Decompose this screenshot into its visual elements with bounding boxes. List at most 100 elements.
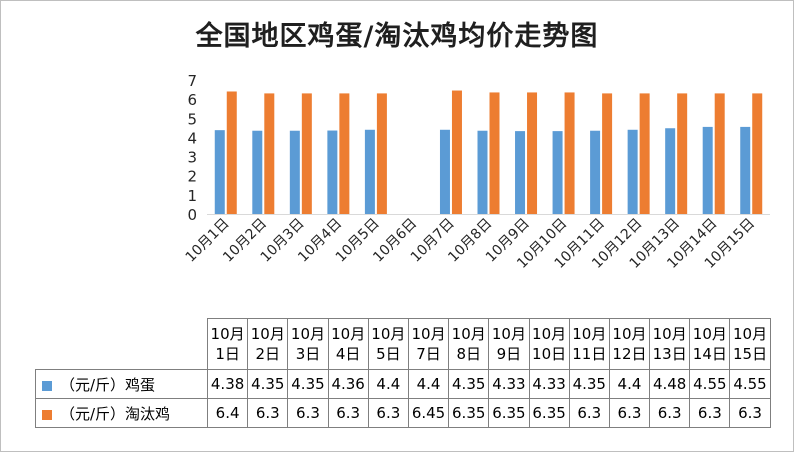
y-tick-label: 2 xyxy=(187,168,197,186)
table-header-line: 10月 xyxy=(451,325,486,343)
table-cell: 4.4 xyxy=(407,369,450,399)
table-header-line: 14日 xyxy=(692,345,727,363)
table-header-line: 10月 xyxy=(692,325,727,343)
table-header-cell: 10月 8日 xyxy=(448,318,490,370)
bar-egg xyxy=(702,126,713,214)
y-tick-label: 6 xyxy=(187,91,197,109)
table-cell: 6.3 xyxy=(608,398,651,428)
table-cell: 4.4 xyxy=(608,369,651,399)
table-header-line: 10月 xyxy=(210,325,245,343)
bar-chart-plot: 0123456710月1日10月2日10月3日10月4日10月5日10月6日10… xyxy=(183,72,770,272)
table-header-cell: 10月 11日 xyxy=(568,318,610,370)
table-cell: 6.35 xyxy=(528,398,570,428)
table-cell: 6.3 xyxy=(568,398,610,428)
bar-hen xyxy=(451,90,462,214)
bar-hen xyxy=(339,93,350,214)
bar-egg xyxy=(665,128,676,214)
table-header-cell: 10月 2日 xyxy=(247,318,289,370)
table-header-cell: 10月 7日 xyxy=(407,318,450,370)
bar-hen xyxy=(677,93,688,214)
table-cell: 4.55 xyxy=(689,369,731,399)
table-header-line: 10日 xyxy=(532,345,567,363)
table-header-line: 7日 xyxy=(416,345,441,363)
table-row: （元/斤）淘汰鸡 6.4 6.3 6.3 6.3 6.3 6.45 6.35 6.35 6.35 6… xyxy=(35,398,771,428)
bar-egg xyxy=(552,131,563,214)
table-header-line: 8日 xyxy=(456,345,481,363)
table-header-line: 12日 xyxy=(612,345,647,363)
bar-hen xyxy=(602,93,613,214)
data-table: 10月 1日 10月 2日 10月 3日 10月 4日 10月 5日 10月 7日 10月 8日 10月 9日… xyxy=(35,318,771,428)
table-cell: 4.35 xyxy=(568,369,610,399)
table-header-line: 10月 xyxy=(612,325,647,343)
table-header-cell: 10月 1日 xyxy=(206,318,249,370)
bar-egg xyxy=(252,130,263,214)
table-header-line: 5日 xyxy=(376,345,401,363)
table-corner xyxy=(35,318,208,370)
bar-hen xyxy=(226,91,237,214)
table-header-cell: 10月 5日 xyxy=(367,318,409,370)
table-header-cell: 10月 4日 xyxy=(327,318,369,370)
table-cell: 4.35 xyxy=(448,369,490,399)
table-header-line: 10月 xyxy=(491,325,526,343)
y-tick-label: 7 xyxy=(187,72,197,90)
y-tick-label: 3 xyxy=(187,149,197,167)
table-header-line: 1日 xyxy=(215,345,240,363)
table-cell: 4.38 xyxy=(206,369,249,399)
bar-egg xyxy=(515,131,526,214)
table-cell: 6.3 xyxy=(689,398,731,428)
table-header-cell: 10月 12日 xyxy=(608,318,651,370)
bar-egg xyxy=(627,129,638,214)
table-cell: 4.35 xyxy=(247,369,289,399)
legend-swatch xyxy=(42,380,52,391)
table-header-line: 10月 xyxy=(732,325,768,343)
series-label: （元/斤）鸡蛋 xyxy=(60,375,156,394)
table-cell: 6.35 xyxy=(448,398,490,428)
legend-swatch xyxy=(42,409,52,420)
bar-hen xyxy=(264,93,275,214)
bar-egg xyxy=(289,130,300,214)
bar-hen xyxy=(301,93,312,214)
table-header-line: 2日 xyxy=(255,345,281,363)
table-cell: 6.35 xyxy=(488,398,530,428)
table-cell: 4.33 xyxy=(528,369,570,399)
table-header-line: 10月 xyxy=(250,325,285,343)
table-header-row: 10月 1日 10月 2日 10月 3日 10月 4日 10月 5日 10月 7日 10月 8日 10月 9日… xyxy=(35,318,771,370)
bar-egg xyxy=(364,129,375,214)
table-header-line: 10月 xyxy=(532,325,567,343)
table-cell: 6.3 xyxy=(287,398,329,428)
table-header-line: 13日 xyxy=(652,345,687,363)
table-row: （元/斤）鸡蛋 4.38 4.35 4.35 4.36 4.4 4.4 4.35 4.33 4.3… xyxy=(35,369,771,399)
y-tick-label: 4 xyxy=(187,129,197,147)
table-header-cell: 10月 9日 xyxy=(488,318,530,370)
table-header-cell: 10月 15日 xyxy=(729,318,771,370)
table-cell: 6.45 xyxy=(407,398,450,428)
table-header-cell: 10月 3日 xyxy=(287,318,329,370)
chart-title: 全国地区鸡蛋/淘汰鸡均价走势图 xyxy=(195,21,599,52)
table-cell: 4.33 xyxy=(488,369,530,399)
bar-hen xyxy=(714,93,725,214)
table-header-cell: 10月 14日 xyxy=(689,318,731,370)
table-header-line: 10月 xyxy=(371,325,406,343)
table-header-line: 11日 xyxy=(572,345,607,363)
bar-hen xyxy=(639,93,650,214)
series-label-cell: （元/斤）鸡蛋 xyxy=(35,369,208,399)
bar-egg xyxy=(590,130,601,214)
table-header-line: 15日 xyxy=(732,345,768,363)
bar-hen xyxy=(376,93,387,214)
y-tick-label: 1 xyxy=(187,187,197,205)
table-cell: 4.35 xyxy=(287,369,329,399)
table-header-line: 10月 xyxy=(331,325,366,343)
bar-hen xyxy=(527,92,538,214)
series-label-cell: （元/斤）淘汰鸡 xyxy=(35,398,208,428)
table-cell: 6.3 xyxy=(247,398,289,428)
table-cell: 6.4 xyxy=(206,398,249,428)
table-header-cell: 10月 10日 xyxy=(528,318,570,370)
table-cell: 4.36 xyxy=(327,369,369,399)
table-header-line: 10月 xyxy=(652,325,687,343)
bar-egg xyxy=(327,130,338,214)
bar-hen xyxy=(752,93,763,214)
table-cell: 4.48 xyxy=(649,369,691,399)
table-cell: 4.55 xyxy=(729,369,771,399)
bar-egg xyxy=(740,126,751,214)
table-cell: 4.4 xyxy=(367,369,409,399)
